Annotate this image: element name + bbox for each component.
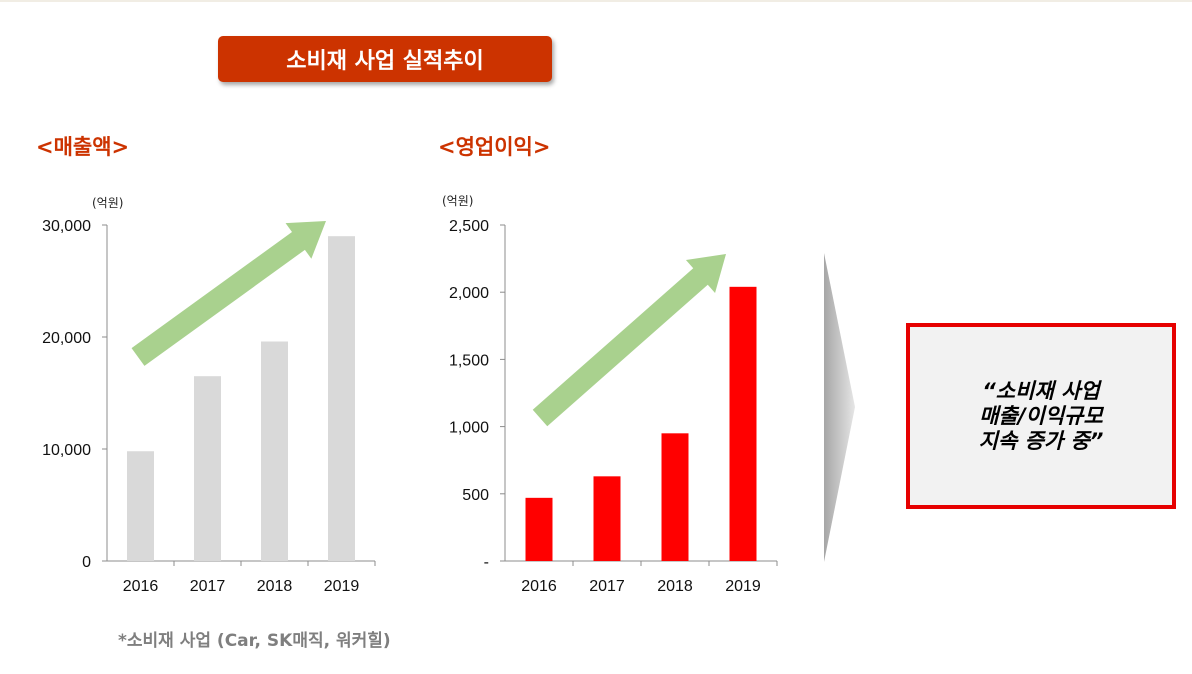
revenue-y-tick-label: 10,000: [42, 442, 91, 459]
profit-unit-label: (억원): [442, 194, 474, 208]
profit-y-tick-label: -: [484, 554, 489, 571]
revenue-bar: [328, 236, 355, 561]
profit-y-tick-label: 2,000: [449, 285, 489, 302]
conclusion-callout: “소비재 사업 매출/이익규모 지속 증가 중”: [906, 323, 1176, 509]
profit-y-tick-label: 500: [462, 487, 489, 504]
profit-x-tick-label: 2016: [521, 578, 557, 595]
profit-y-tick-label: 2,500: [449, 218, 489, 235]
chevron-arrow-icon: [824, 253, 855, 562]
profit-bar: [525, 497, 553, 561]
page-title: 소비재 사업 실적추이: [218, 36, 552, 82]
callout-line-2: 매출/이익규모: [979, 403, 1103, 428]
footnote: *소비재 사업 (Car, SK매직, 워커힐): [118, 631, 391, 651]
revenue-x-tick-label: 2019: [324, 578, 360, 595]
profit-chart-title: <영업이익>: [438, 135, 551, 159]
profit-x-tick-label: 2018: [657, 578, 693, 595]
profit-x-tick-label: 2019: [725, 578, 761, 595]
revenue-x-tick-label: 2016: [123, 578, 159, 595]
revenue-bar: [127, 451, 154, 561]
revenue-y-tick-label: 0: [82, 554, 91, 571]
revenue-x-tick-label: 2017: [190, 578, 226, 595]
callout-line-1: “소비재 사업: [982, 378, 1100, 403]
callout-line-3: 지속 증가 중”: [978, 428, 1104, 453]
profit-y-tick-label: 1,000: [449, 420, 489, 437]
operating-profit-chart: - 500 1,000 1,500 2,000 2,500 2016 2017 2018 2019: [449, 218, 778, 595]
profit-y-tick-label: 1,500: [449, 352, 489, 369]
revenue-x-tick-label: 2018: [257, 578, 293, 595]
profit-trend-arrow: [532, 254, 726, 427]
top-rule: [0, 0, 1192, 2]
revenue-chart: 0 10,000 20,000 30,000 2016 2017 2018 2019: [42, 218, 376, 595]
profit-bar: [661, 433, 689, 561]
revenue-y-tick-label: 20,000: [42, 330, 91, 347]
profit-x-tick-label: 2017: [589, 578, 625, 595]
revenue-chart-title: <매출액>: [36, 135, 130, 159]
revenue-y-tick-label: 30,000: [42, 218, 91, 235]
revenue-bar: [261, 341, 288, 561]
profit-bar: [593, 476, 621, 561]
revenue-unit-label: (억원): [92, 196, 124, 210]
profit-bar: [729, 286, 757, 561]
revenue-bar: [194, 376, 221, 561]
revenue-trend-arrow: [131, 221, 326, 366]
